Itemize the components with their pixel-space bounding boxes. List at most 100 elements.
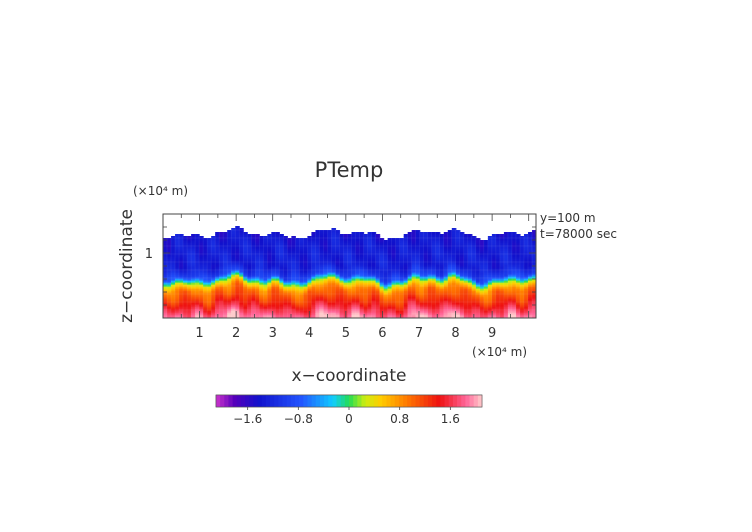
field-cell — [439, 316, 445, 318]
field-cell — [491, 298, 497, 301]
field-cell — [527, 302, 533, 305]
field-cell — [279, 248, 284, 251]
field-cell — [343, 290, 349, 293]
temperature-field — [163, 226, 536, 318]
field-cell — [419, 238, 425, 241]
field-cell — [199, 242, 204, 245]
field-cell — [495, 284, 501, 287]
field-cell — [383, 278, 389, 281]
field-cell — [407, 292, 413, 295]
field-cell — [175, 250, 180, 253]
field-cell — [355, 278, 361, 281]
field-cell — [347, 240, 353, 243]
field-cell — [523, 238, 529, 241]
field-cell — [183, 252, 188, 255]
field-cell — [387, 270, 393, 273]
field-cell — [251, 296, 256, 299]
field-cell — [479, 260, 485, 263]
field-cell — [287, 300, 292, 303]
field-cell — [375, 262, 381, 265]
field-cell — [463, 250, 469, 253]
field-cell — [247, 250, 252, 253]
field-cell — [347, 290, 353, 293]
field-cell — [403, 252, 409, 255]
field-cell — [531, 258, 536, 261]
field-cell — [467, 270, 473, 273]
field-cell — [399, 290, 405, 293]
field-cell — [335, 240, 341, 243]
field-cell — [211, 292, 216, 295]
field-cell — [411, 260, 417, 263]
field-cell — [519, 308, 525, 311]
field-cell — [203, 276, 208, 279]
field-cell — [171, 298, 176, 301]
field-cell — [447, 270, 453, 273]
field-cell — [379, 312, 385, 315]
field-cell — [479, 304, 485, 307]
field-cell — [391, 280, 397, 283]
field-cell — [327, 292, 333, 295]
field-cell — [279, 282, 284, 285]
field-cell — [495, 246, 501, 249]
field-cell — [251, 254, 256, 257]
field-cell — [435, 264, 441, 267]
field-cell — [519, 266, 525, 269]
field-cell — [435, 284, 441, 287]
field-cell — [267, 238, 272, 241]
field-cell — [427, 274, 433, 277]
field-cell — [375, 298, 381, 301]
field-cell — [275, 256, 280, 259]
field-cell — [387, 276, 393, 279]
field-cell — [415, 304, 421, 307]
field-cell — [367, 278, 373, 281]
field-cell — [407, 232, 413, 235]
field-cell — [179, 280, 184, 283]
field-cell — [339, 276, 345, 279]
field-cell — [271, 312, 276, 315]
field-cell — [463, 286, 469, 289]
field-cell — [439, 308, 445, 311]
field-cell — [175, 236, 180, 239]
field-cell — [387, 268, 393, 271]
field-cell — [511, 310, 517, 313]
field-cell — [363, 304, 369, 307]
field-cell — [467, 250, 473, 253]
field-cell — [283, 246, 288, 249]
field-cell — [219, 236, 224, 239]
field-cell — [211, 312, 216, 315]
field-cell — [491, 268, 497, 271]
field-cell — [475, 280, 481, 283]
field-cell — [275, 232, 280, 235]
field-cell — [515, 280, 521, 283]
field-cell — [511, 260, 517, 263]
field-cell — [399, 302, 405, 305]
field-cell — [171, 260, 176, 263]
field-cell — [335, 312, 341, 315]
field-cell — [519, 300, 525, 303]
field-cell — [459, 276, 465, 279]
field-cell — [367, 266, 373, 269]
field-cell — [343, 258, 349, 261]
field-cell — [287, 282, 292, 285]
field-cell — [371, 268, 377, 271]
field-cell — [439, 274, 445, 277]
field-cell — [347, 276, 353, 279]
field-cell — [467, 288, 473, 291]
field-cell — [279, 238, 284, 241]
field-cell — [307, 314, 312, 317]
field-cell — [403, 286, 409, 289]
field-cell — [211, 296, 216, 299]
field-cell — [351, 244, 357, 247]
field-cell — [507, 236, 513, 239]
field-cell — [403, 270, 409, 273]
field-cell — [443, 262, 449, 265]
field-cell — [219, 264, 224, 267]
field-cell — [467, 306, 473, 309]
field-cell — [443, 284, 449, 287]
field-cell — [251, 238, 256, 241]
field-cell — [255, 314, 260, 317]
field-cell — [495, 242, 501, 245]
field-cell — [507, 290, 513, 293]
field-cell — [503, 292, 509, 295]
field-cell — [203, 296, 208, 299]
